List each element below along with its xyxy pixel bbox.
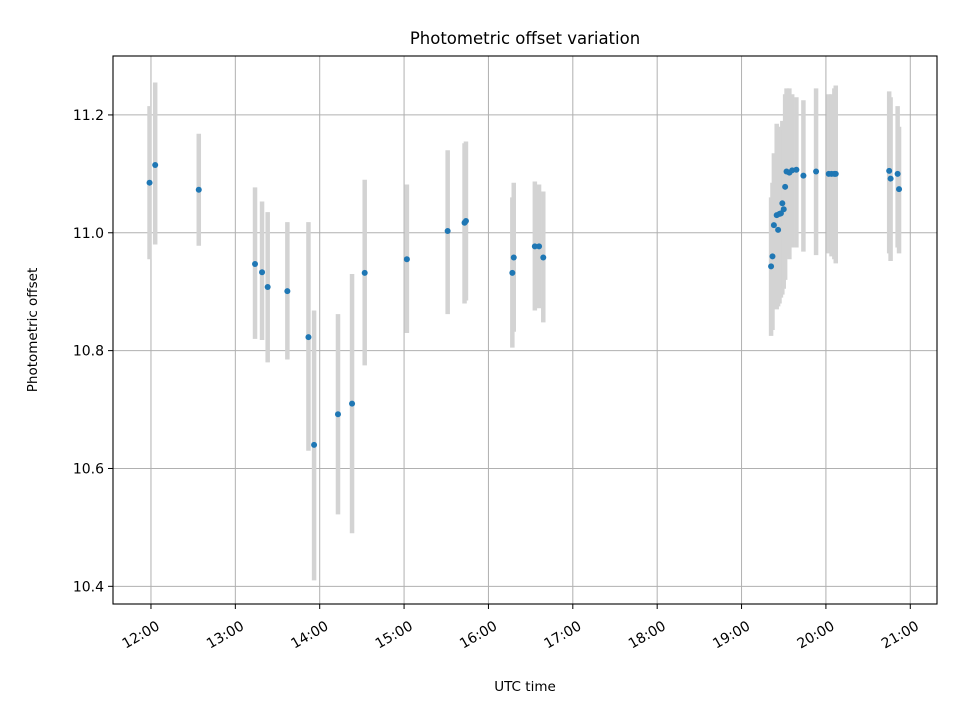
data-point [769, 253, 776, 260]
data-point [886, 167, 893, 174]
x-tick-label: 16:00 [457, 618, 500, 652]
data-point [782, 183, 789, 190]
data-point [311, 441, 318, 448]
grid [113, 56, 937, 604]
data-point [403, 256, 410, 263]
data-point [259, 269, 266, 276]
data-point [334, 411, 341, 418]
data-point [361, 269, 368, 276]
data-point [510, 254, 517, 261]
x-axis-label: UTC time [494, 679, 556, 695]
data-point [509, 269, 516, 276]
data-point [813, 168, 820, 175]
plot-frame [112, 55, 938, 605]
data-point [195, 186, 202, 193]
data-point [779, 200, 786, 207]
y-tick-label: 11.2 [73, 108, 104, 124]
data-point [444, 228, 451, 235]
x-tick-label: 15:00 [373, 618, 416, 652]
data-point [800, 172, 807, 179]
x-tick-label: 13:00 [204, 618, 247, 652]
data-point [152, 162, 159, 169]
data-point [770, 222, 777, 229]
x-tick-label: 17:00 [541, 618, 584, 652]
error-bars [147, 82, 902, 581]
x-tick-label: 14:00 [288, 618, 331, 652]
data-point [252, 261, 259, 268]
y-axis-label: Photometric offset [25, 268, 41, 392]
data-point [894, 170, 901, 177]
x-tick-label: 19:00 [710, 618, 753, 652]
y-tick-label: 10.8 [73, 344, 104, 360]
x-tick-label: 12:00 [120, 618, 163, 652]
data-point [896, 186, 903, 193]
data-point [531, 243, 538, 250]
y-tick-label: 10.6 [73, 461, 104, 477]
data-point [349, 400, 356, 407]
data-point [775, 226, 782, 233]
data-point [768, 263, 775, 270]
data-point [540, 254, 547, 261]
x-tick-label: 21:00 [879, 618, 922, 652]
data-point [284, 288, 291, 295]
y-tick-label: 11.0 [73, 226, 104, 242]
data-point [462, 217, 469, 224]
chart-title: Photometric offset variation [410, 29, 640, 48]
data-point [264, 283, 271, 290]
data-point [793, 166, 800, 173]
data-point [536, 243, 543, 250]
data-point [780, 206, 787, 213]
data-point [146, 179, 153, 186]
x-tick-label: 20:00 [795, 618, 838, 652]
data-point [887, 175, 894, 182]
y-tick-label: 10.4 [73, 579, 104, 595]
x-tick-label: 18:00 [626, 618, 669, 652]
data-points [146, 162, 903, 448]
data-point [305, 334, 312, 341]
data-point [832, 170, 839, 177]
